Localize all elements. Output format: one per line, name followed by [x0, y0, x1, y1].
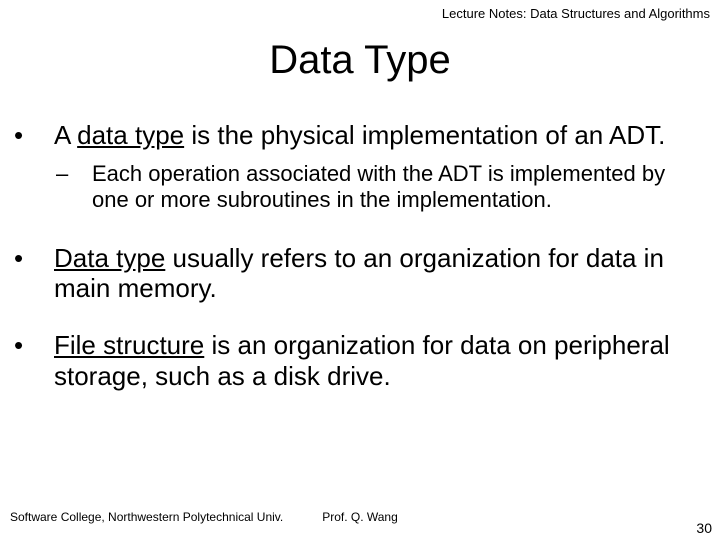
bullet-dot: • — [34, 243, 54, 274]
bullet-1-underline: data type — [77, 120, 184, 150]
slide-title: Data Type — [0, 38, 720, 83]
bullet-1a-text: Each operation associated with the ADT i… — [92, 161, 665, 212]
bullet-3-underline: File structure — [54, 330, 204, 360]
slide-content: •A data type is the physical implementat… — [34, 120, 700, 401]
bullet-3: •File structure is an organization for d… — [34, 330, 700, 391]
spacer — [34, 227, 700, 243]
bullet-1: •A data type is the physical implementat… — [34, 120, 700, 151]
bullet-1-post: is the physical implementation of an ADT… — [184, 120, 665, 150]
bullet-dot: • — [34, 120, 54, 151]
bullet-2-underline: Data type — [54, 243, 165, 273]
bullet-dash: – — [74, 161, 92, 187]
page-number: 30 — [696, 520, 712, 536]
bullet-1a: –Each operation associated with the ADT … — [74, 161, 700, 213]
spacer — [34, 314, 700, 330]
header-note: Lecture Notes: Data Structures and Algor… — [442, 6, 710, 21]
bullet-1-pre: A — [54, 120, 77, 150]
bullet-2: •Data type usually refers to an organiza… — [34, 243, 700, 304]
bullet-dot: • — [34, 330, 54, 361]
footer-center: Prof. Q. Wang — [0, 510, 720, 524]
